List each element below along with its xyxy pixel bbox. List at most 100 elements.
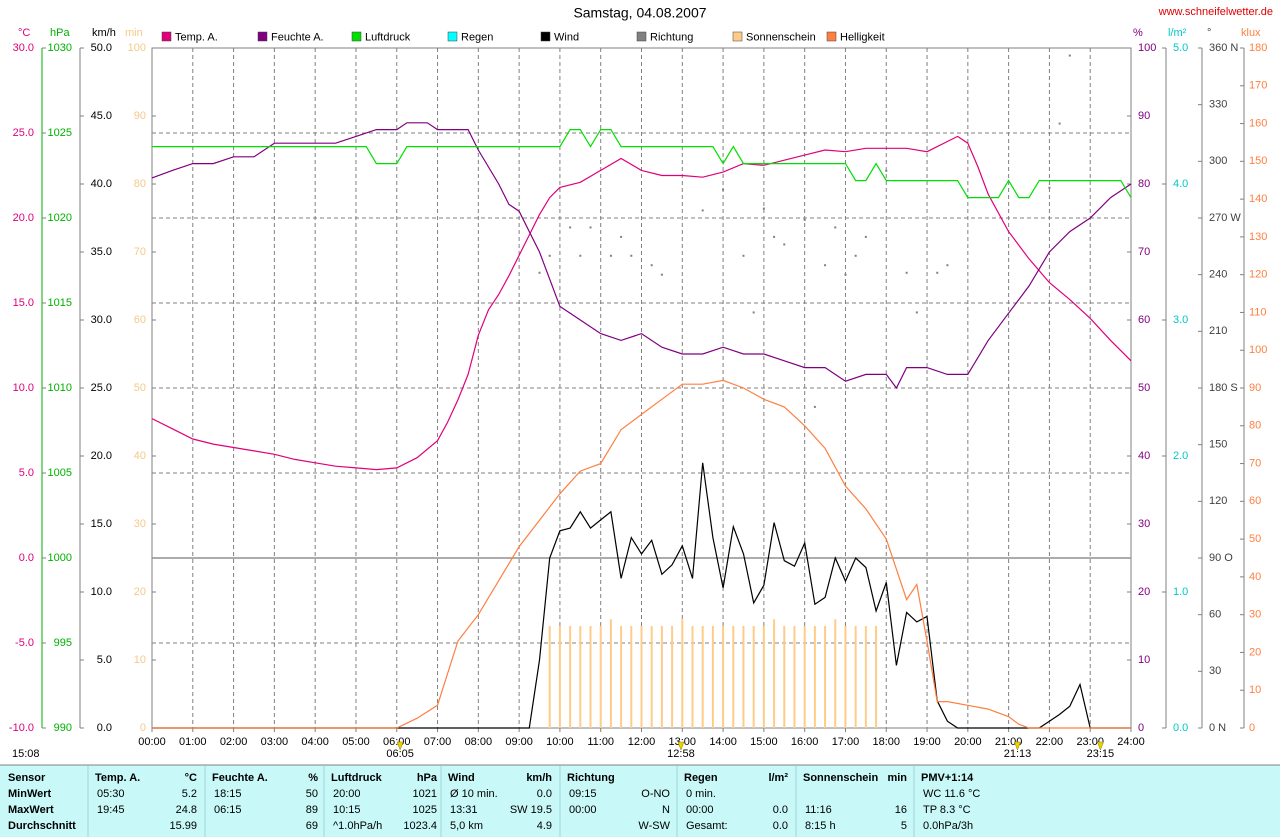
point xyxy=(803,218,806,221)
stats-cell: 00:00 xyxy=(569,804,597,816)
bar xyxy=(558,626,561,728)
y-tick-label: -5.0 xyxy=(15,637,34,649)
y-tick-label: 20 xyxy=(1138,586,1150,598)
bar xyxy=(671,626,674,728)
y-tick-label: 170 xyxy=(1249,80,1267,92)
y-tick-label: 210 xyxy=(1209,325,1227,337)
y-tick-label: 60 xyxy=(1209,609,1221,621)
stats-cell: 50 xyxy=(306,788,318,800)
y-tick-label: 30 xyxy=(1138,518,1150,530)
line xyxy=(152,379,1131,729)
stats-cell: ^1.0hPa/h xyxy=(333,820,382,832)
event-label: 12:58 xyxy=(667,748,695,760)
y-tick-label: 120 xyxy=(1209,495,1227,507)
stats-cell: 05:30 xyxy=(97,788,125,800)
stats-unit: % xyxy=(308,772,318,784)
stats-cell: 06:15 xyxy=(214,804,242,816)
stats-row-label: MinWert xyxy=(8,788,52,800)
y-tick-label: 50 xyxy=(134,382,146,394)
x-tick-label: 00:00 xyxy=(138,736,166,748)
bar xyxy=(579,626,582,728)
bar xyxy=(762,626,765,728)
point xyxy=(905,271,908,274)
stats-cell: 11:16 xyxy=(805,804,832,816)
bar xyxy=(844,626,847,728)
point xyxy=(589,226,592,229)
stats-cell: 19:45 xyxy=(97,804,125,816)
stats-cell: TP 8.3 °C xyxy=(923,804,971,816)
y-tick-label: -10.0 xyxy=(9,722,34,734)
y-tick-label: 40 xyxy=(134,450,146,462)
y-tick-label: 40.0 xyxy=(91,178,112,190)
point xyxy=(752,311,755,314)
chart-title: Samstag, 04.08.2007 xyxy=(573,5,706,21)
bar xyxy=(630,626,633,728)
event-label: 21:13 xyxy=(1004,748,1032,760)
stats-cell: 0.0hPa/3h xyxy=(923,820,973,832)
y-tick-label: 10 xyxy=(1138,654,1150,666)
y-tick-label: 40 xyxy=(1249,571,1261,583)
stats-header: Temp. A. xyxy=(95,772,140,784)
point xyxy=(742,254,745,257)
stats-row-label: MaxWert xyxy=(8,804,54,816)
x-tick-label: 02:00 xyxy=(220,736,248,748)
y-tick-label: 25.0 xyxy=(13,127,34,139)
axis-unit: °C xyxy=(18,27,30,39)
bar xyxy=(803,626,806,728)
y-tick-label: 160 xyxy=(1249,117,1267,129)
bar xyxy=(569,626,572,728)
y-tick-label: 150 xyxy=(1209,439,1227,451)
bar xyxy=(711,626,714,728)
x-tick-label: 15:00 xyxy=(750,736,778,748)
y-tick-label: 0.0 xyxy=(97,722,112,734)
y-tick-label: 30 xyxy=(1209,665,1221,677)
legend-swatch xyxy=(351,31,362,42)
stats-header: PMV+1:14 xyxy=(921,772,974,784)
bar xyxy=(854,626,857,728)
y-tick-label: 10 xyxy=(134,654,146,666)
y-tick-label: 5.0 xyxy=(1173,42,1188,54)
stats-cell: 1025 xyxy=(413,804,437,816)
point xyxy=(620,235,623,238)
legend-label: Richtung xyxy=(650,31,693,43)
y-tick-label: 1025 xyxy=(48,127,72,139)
stats-header: Sonnenschein xyxy=(803,772,878,784)
stats-header: Wind xyxy=(448,772,475,784)
point xyxy=(946,264,949,267)
x-tick-label: 08:00 xyxy=(465,736,493,748)
y-tick-label: 30 xyxy=(134,518,146,530)
stats-cell: N xyxy=(662,804,670,816)
event-marker xyxy=(1097,741,1104,751)
y-tick-label: 180 S xyxy=(1209,382,1238,394)
stats-cell: 5,0 km xyxy=(450,820,483,832)
y-tick-label: 90 xyxy=(134,110,146,122)
x-tick-label: 11:00 xyxy=(587,736,614,748)
point xyxy=(762,207,765,210)
y-tick-label: 50 xyxy=(1138,382,1150,394)
y-tick-label: 20.0 xyxy=(91,450,112,462)
legend-label: Wind xyxy=(554,31,579,43)
y-tick-label: 70 xyxy=(1249,457,1261,469)
y-tick-label: 60 xyxy=(1249,495,1261,507)
stats-header: Regen xyxy=(684,772,718,784)
x-tick-label: 09:00 xyxy=(505,736,533,748)
stats-cell: 1023.4 xyxy=(403,820,437,832)
event-label: 06:05 xyxy=(386,748,414,760)
stats-cell: 0.0 xyxy=(773,804,788,816)
y-tick-label: 300 xyxy=(1209,155,1227,167)
y-tick-label: 4.0 xyxy=(1173,178,1188,190)
stats-cell: 0.0 xyxy=(537,788,552,800)
y-tick-label: 270 W xyxy=(1209,212,1241,224)
legend-label: Temp. A. xyxy=(175,31,218,43)
x-tick-label: 16:00 xyxy=(791,736,819,748)
bar xyxy=(834,619,837,728)
line xyxy=(152,462,1131,729)
y-tick-label: 0.0 xyxy=(1173,722,1188,734)
stats-cell: 15.99 xyxy=(169,820,197,832)
stats-cell: 09:15 xyxy=(569,788,597,800)
bar xyxy=(742,626,745,728)
axis-unit: klux xyxy=(1241,27,1261,39)
y-tick-label: 90 xyxy=(1249,382,1261,394)
stats-header: Sensor xyxy=(8,772,46,784)
y-tick-label: 80 xyxy=(1138,178,1150,190)
